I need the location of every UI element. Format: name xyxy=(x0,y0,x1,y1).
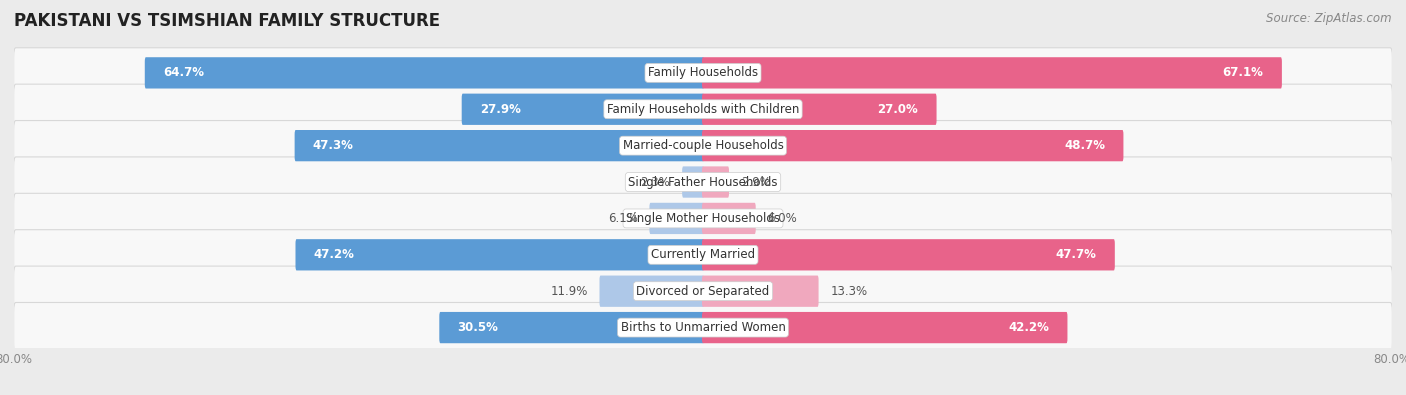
FancyBboxPatch shape xyxy=(702,130,1123,161)
FancyBboxPatch shape xyxy=(14,266,1392,316)
Text: 47.3%: 47.3% xyxy=(314,139,354,152)
Text: 30.5%: 30.5% xyxy=(457,321,499,334)
FancyBboxPatch shape xyxy=(14,303,1392,353)
FancyBboxPatch shape xyxy=(702,94,936,125)
Text: 64.7%: 64.7% xyxy=(163,66,204,79)
Text: Single Mother Households: Single Mother Households xyxy=(626,212,780,225)
Text: Divorced or Separated: Divorced or Separated xyxy=(637,285,769,298)
Text: 47.2%: 47.2% xyxy=(314,248,354,261)
Text: Births to Unmarried Women: Births to Unmarried Women xyxy=(620,321,786,334)
Text: PAKISTANI VS TSIMSHIAN FAMILY STRUCTURE: PAKISTANI VS TSIMSHIAN FAMILY STRUCTURE xyxy=(14,12,440,30)
FancyBboxPatch shape xyxy=(702,276,818,307)
FancyBboxPatch shape xyxy=(295,130,704,161)
Text: 47.7%: 47.7% xyxy=(1056,248,1097,261)
Text: 2.9%: 2.9% xyxy=(741,175,770,188)
FancyBboxPatch shape xyxy=(461,94,704,125)
FancyBboxPatch shape xyxy=(14,193,1392,244)
FancyBboxPatch shape xyxy=(702,239,1115,271)
FancyBboxPatch shape xyxy=(14,120,1392,171)
FancyBboxPatch shape xyxy=(702,203,755,234)
FancyBboxPatch shape xyxy=(702,166,728,198)
Text: 6.1%: 6.1% xyxy=(607,212,637,225)
Text: 67.1%: 67.1% xyxy=(1223,66,1264,79)
Text: Single Father Households: Single Father Households xyxy=(628,175,778,188)
Text: 6.0%: 6.0% xyxy=(768,212,797,225)
FancyBboxPatch shape xyxy=(599,276,704,307)
Text: Family Households: Family Households xyxy=(648,66,758,79)
Text: 11.9%: 11.9% xyxy=(550,285,588,298)
FancyBboxPatch shape xyxy=(14,230,1392,280)
Text: 2.3%: 2.3% xyxy=(641,175,671,188)
FancyBboxPatch shape xyxy=(682,166,704,198)
FancyBboxPatch shape xyxy=(650,203,704,234)
Text: Family Households with Children: Family Households with Children xyxy=(607,103,799,116)
FancyBboxPatch shape xyxy=(702,312,1067,343)
FancyBboxPatch shape xyxy=(702,57,1282,88)
FancyBboxPatch shape xyxy=(439,312,704,343)
Text: Source: ZipAtlas.com: Source: ZipAtlas.com xyxy=(1267,12,1392,25)
FancyBboxPatch shape xyxy=(145,57,704,88)
Text: 42.2%: 42.2% xyxy=(1008,321,1049,334)
Text: Married-couple Households: Married-couple Households xyxy=(623,139,783,152)
FancyBboxPatch shape xyxy=(14,48,1392,98)
Text: 27.0%: 27.0% xyxy=(877,103,918,116)
Text: 48.7%: 48.7% xyxy=(1064,139,1105,152)
Text: 27.9%: 27.9% xyxy=(479,103,520,116)
Text: Currently Married: Currently Married xyxy=(651,248,755,261)
FancyBboxPatch shape xyxy=(295,239,704,271)
Text: 13.3%: 13.3% xyxy=(831,285,868,298)
FancyBboxPatch shape xyxy=(14,157,1392,207)
FancyBboxPatch shape xyxy=(14,84,1392,134)
